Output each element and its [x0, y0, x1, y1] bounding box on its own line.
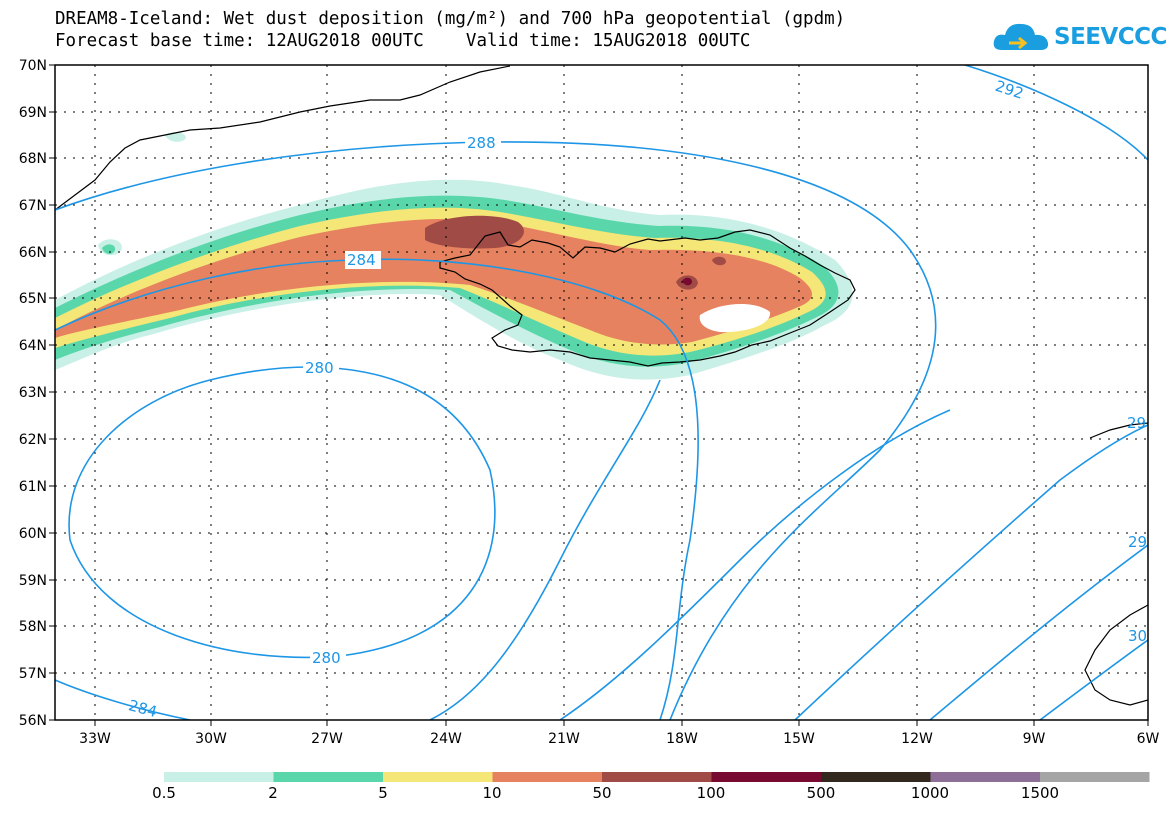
- lon-label: 12W: [901, 731, 933, 747]
- contour-292: [964, 65, 1148, 161]
- lat-label: 61N: [19, 479, 47, 495]
- deposition-gap: [699, 304, 771, 333]
- colorbar-label: 50: [592, 784, 612, 802]
- contour-284: [55, 258, 699, 720]
- axis-ticks: [49, 64, 1149, 726]
- forecast-base-time: Forecast base time: 12AUG2018 00UTC: [55, 31, 424, 51]
- deposition-50: [425, 215, 524, 249]
- contour-label: 284: [347, 251, 376, 269]
- lat-label: 56N: [19, 713, 47, 729]
- lat-label: 69N: [19, 105, 47, 121]
- colorbar-label: 5: [378, 784, 388, 802]
- logo-text: SEEVCCC: [1054, 24, 1167, 50]
- colorbar: [164, 772, 1150, 782]
- contour-south-2: [559, 409, 951, 720]
- lat-label: 57N: [19, 666, 47, 682]
- valid-time: Valid time: 15AUG2018 00UTC: [465, 31, 751, 51]
- colorbar-swatch: [273, 772, 383, 782]
- contour-label-group: 292 288 284 280 280 284 29 29 30: [127, 77, 1147, 721]
- contour-label: 288: [467, 134, 496, 152]
- colorbar-label: 0.5: [152, 784, 176, 802]
- longitude-labels: 33W 30W 27W 24W 21W 18W 15W 12W 9W 6W: [79, 731, 1159, 747]
- time-subtitle: Forecast base time: 12AUG2018 00UTC Vali…: [55, 31, 750, 51]
- coastlines: [55, 65, 1148, 706]
- colorbar-swatch: [383, 772, 493, 782]
- lon-label: 27W: [311, 731, 343, 747]
- colorbar-swatch: [492, 772, 602, 782]
- lon-label: 15W: [783, 731, 815, 747]
- colorbar-label: 1500: [1020, 784, 1060, 802]
- lat-label: 67N: [19, 198, 47, 214]
- lon-label: 24W: [430, 731, 462, 747]
- colorbar-label: 500: [806, 784, 836, 802]
- lon-label: 6W: [1137, 731, 1160, 747]
- lon-label: 21W: [548, 731, 580, 747]
- colorbar-label: 2: [268, 784, 278, 802]
- colorbar-label: 100: [696, 784, 726, 802]
- colorbar-swatch: [164, 772, 274, 782]
- contour-288: [55, 141, 937, 720]
- contour-south-1: [429, 379, 661, 720]
- latitude-labels: 70N 69N 68N 67N 66N 65N 64N 63N 62N 61N …: [19, 58, 47, 729]
- geopotential-contours: [55, 65, 1148, 720]
- deposition-100: [682, 277, 692, 286]
- greenland-coastline: [55, 65, 511, 211]
- colorbar-swatch: [930, 772, 1040, 782]
- lat-label: 64N: [19, 338, 47, 354]
- lat-label: 58N: [19, 619, 47, 635]
- contour-label: 280: [312, 649, 341, 667]
- deposition-0.5-patch: [165, 132, 186, 142]
- lat-label: 63N: [19, 385, 47, 401]
- contour-284-south: [55, 679, 191, 720]
- lon-label: 9W: [1023, 731, 1046, 747]
- contour-280: [68, 366, 496, 659]
- colorbar-swatch: [821, 772, 931, 782]
- colorbar-label: 1000: [910, 784, 950, 802]
- colorbar-swatch: [602, 772, 712, 782]
- lon-label: 18W: [666, 731, 698, 747]
- scandinavia-coastline: [1089, 422, 1148, 439]
- lat-label: 60N: [19, 526, 47, 542]
- lat-label: 62N: [19, 432, 47, 448]
- deposition-10: [55, 218, 812, 345]
- lon-label: 30W: [195, 731, 227, 747]
- graticule: [55, 65, 1148, 720]
- chart-title: DREAM8-Iceland: Wet dust deposition (mg/…: [55, 9, 846, 29]
- contour-29-lower: [929, 544, 1148, 720]
- contour-29-upper: [794, 424, 1148, 720]
- lat-label: 65N: [19, 291, 47, 307]
- contour-30: [1039, 639, 1148, 720]
- contour-label: 280: [305, 359, 334, 377]
- lat-label: 66N: [19, 245, 47, 261]
- contour-label: 29: [1127, 414, 1146, 432]
- lat-label: 70N: [19, 58, 47, 74]
- iceland-coastline: [439, 229, 856, 367]
- contour-label: 29: [1128, 533, 1147, 551]
- deposition-2-patch: [102, 244, 116, 254]
- colorbar-label: 10: [482, 784, 502, 802]
- deposition-50: [712, 256, 726, 266]
- dust-deposition-field: [55, 132, 853, 380]
- colorbar-swatch: [1040, 772, 1150, 782]
- lat-label: 68N: [19, 151, 47, 167]
- lon-label: 33W: [79, 731, 111, 747]
- scotland-coastline: [1084, 604, 1148, 706]
- contour-label: 30: [1128, 627, 1147, 645]
- colorbar-swatch: [711, 772, 821, 782]
- cloud-icon: [993, 23, 1049, 50]
- seevccc-logo: SEEVCCC: [992, 16, 1167, 60]
- lat-label: 59N: [19, 573, 47, 589]
